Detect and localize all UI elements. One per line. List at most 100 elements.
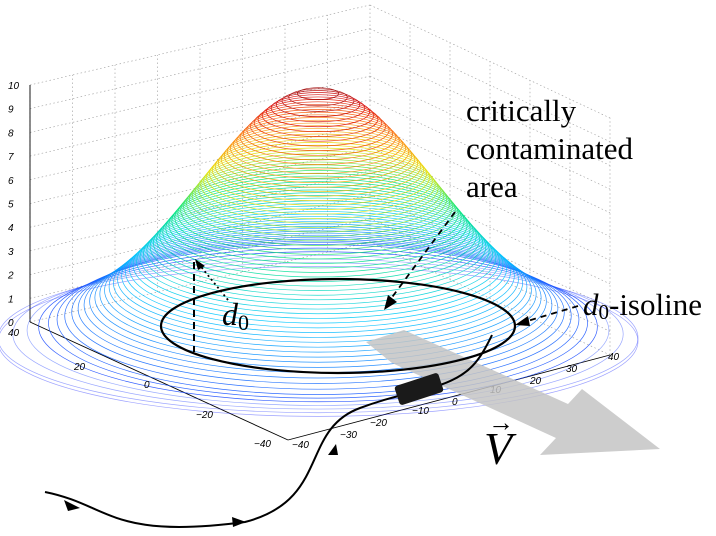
contour-ring: [38, 251, 598, 403]
contour-ring: [243, 111, 393, 156]
contour-ring: [174, 175, 462, 260]
contour-ring: [266, 96, 370, 128]
isoline-subscript: 0: [598, 300, 610, 324]
contour-ring: [197, 153, 439, 224]
x-tick-label: 30: [566, 364, 578, 375]
contour-ring: [104, 228, 532, 353]
contour-ring: [203, 147, 433, 215]
z-tick-label: 1: [8, 294, 14, 305]
z-tick-label: 0: [8, 318, 14, 329]
z-tick-label: 4: [8, 223, 14, 234]
area-label-line-3: area: [466, 169, 518, 204]
contour-ring: [250, 106, 386, 147]
z-tick-label: 9: [8, 105, 14, 116]
y-tick-label: −20: [196, 410, 213, 421]
contour-ring: [139, 205, 497, 310]
contour-ring: [156, 192, 480, 287]
axis-frame: [29, 85, 611, 441]
trajectory-arrowhead-3: [328, 444, 338, 455]
d0-isoline-label: d0-isoline: [583, 287, 702, 325]
contour-ring: [206, 144, 430, 211]
contour-lines: [0, 87, 639, 417]
trajectory-arrowhead-1: [64, 500, 80, 511]
z-tick-label: 7: [8, 152, 14, 163]
contour-ring: [257, 101, 379, 137]
z-tick-label: 8: [8, 128, 14, 139]
x-tick-label: 40: [608, 352, 620, 363]
z-tick-label: 10: [8, 81, 20, 92]
contour-ring: [159, 189, 477, 282]
contour-ring: [64, 242, 572, 390]
d0-isoline: [159, 277, 517, 375]
contour-ring: [132, 210, 504, 319]
contour-ring: [212, 139, 424, 202]
isoline-pointer-head: [515, 316, 530, 326]
vehicle: [394, 373, 444, 405]
contour-ring: [0, 266, 639, 417]
contour-ring: [113, 223, 523, 343]
contour-ring: [77, 238, 559, 379]
y-tick-label: 0: [144, 380, 150, 391]
isoline-pointer: [523, 305, 579, 323]
isoline-symbol: d: [583, 287, 599, 322]
z-tick-label: 3: [8, 247, 14, 258]
contour-ring: [177, 172, 459, 255]
x-tick-label: −10: [412, 406, 429, 417]
contour-ring: [153, 194, 483, 292]
contour-ring: [121, 218, 515, 333]
contour-ring: [281, 90, 355, 112]
contour-ring: [94, 232, 542, 363]
area-label-line-1: critically: [466, 93, 577, 128]
x-tick-label: −20: [370, 418, 387, 429]
velocity-label: → V: [484, 408, 514, 475]
area-label-line-2: contaminated: [466, 131, 633, 166]
contour-ring: [239, 114, 397, 161]
contour-ring: [236, 117, 400, 165]
contour-ring: [168, 181, 468, 269]
d0-pointer-head: [195, 259, 205, 270]
velocity-symbol: V: [484, 423, 513, 474]
contour-ring: [117, 221, 519, 338]
critically-contaminated-area-label: critically contaminated area: [466, 92, 633, 206]
contour-ring: [48, 247, 588, 399]
isoline-suffix: -isoline: [609, 287, 702, 322]
x-tick-label: −40: [292, 440, 309, 451]
contour-ring: [297, 87, 339, 100]
contour-ring: [136, 208, 500, 315]
area-pointer: [389, 211, 456, 301]
z-tick-label: 5: [8, 200, 14, 211]
d0-distance-label: d0: [222, 296, 249, 336]
z-tick-label: 2: [7, 271, 14, 282]
contour-ring: [108, 225, 528, 348]
vector-arrow-icon: →: [488, 408, 514, 437]
d0-subscript: 0: [238, 310, 249, 335]
contour-ring: [246, 109, 390, 152]
z-axis-ticks: 0 1 2 3 4 5 6 7 8 9 10: [7, 81, 20, 329]
contour-ring: [209, 142, 427, 206]
contour-ring: [217, 133, 419, 193]
contour-ring: [99, 230, 537, 358]
contour-ring: [165, 184, 471, 273]
contour-ring: [275, 92, 361, 117]
contour-ring: [288, 88, 348, 107]
contour-ring: [125, 216, 511, 329]
x-tick-label: 0: [452, 397, 458, 408]
trajectory-arrowhead-2: [232, 517, 246, 527]
contour-ring: [0, 262, 639, 414]
y-tick-label: 20: [73, 362, 86, 373]
contour-ring: [194, 156, 442, 228]
contour-ring: [220, 130, 416, 188]
d0-symbol: d: [222, 296, 238, 332]
contour-ring: [226, 125, 410, 179]
contour-ring: [223, 128, 413, 184]
contour-ring: [56, 244, 580, 395]
x-tick-label: 20: [529, 376, 542, 387]
y-tick-label: −40: [254, 439, 271, 450]
contour-ring: [180, 170, 456, 251]
contour-ring: [253, 103, 383, 142]
contour-ring: [149, 197, 487, 296]
y-axis-ticks: 40 20 0 −20 −40: [8, 328, 271, 450]
contour-ring: [26, 255, 610, 406]
contour-ring: [89, 234, 547, 368]
